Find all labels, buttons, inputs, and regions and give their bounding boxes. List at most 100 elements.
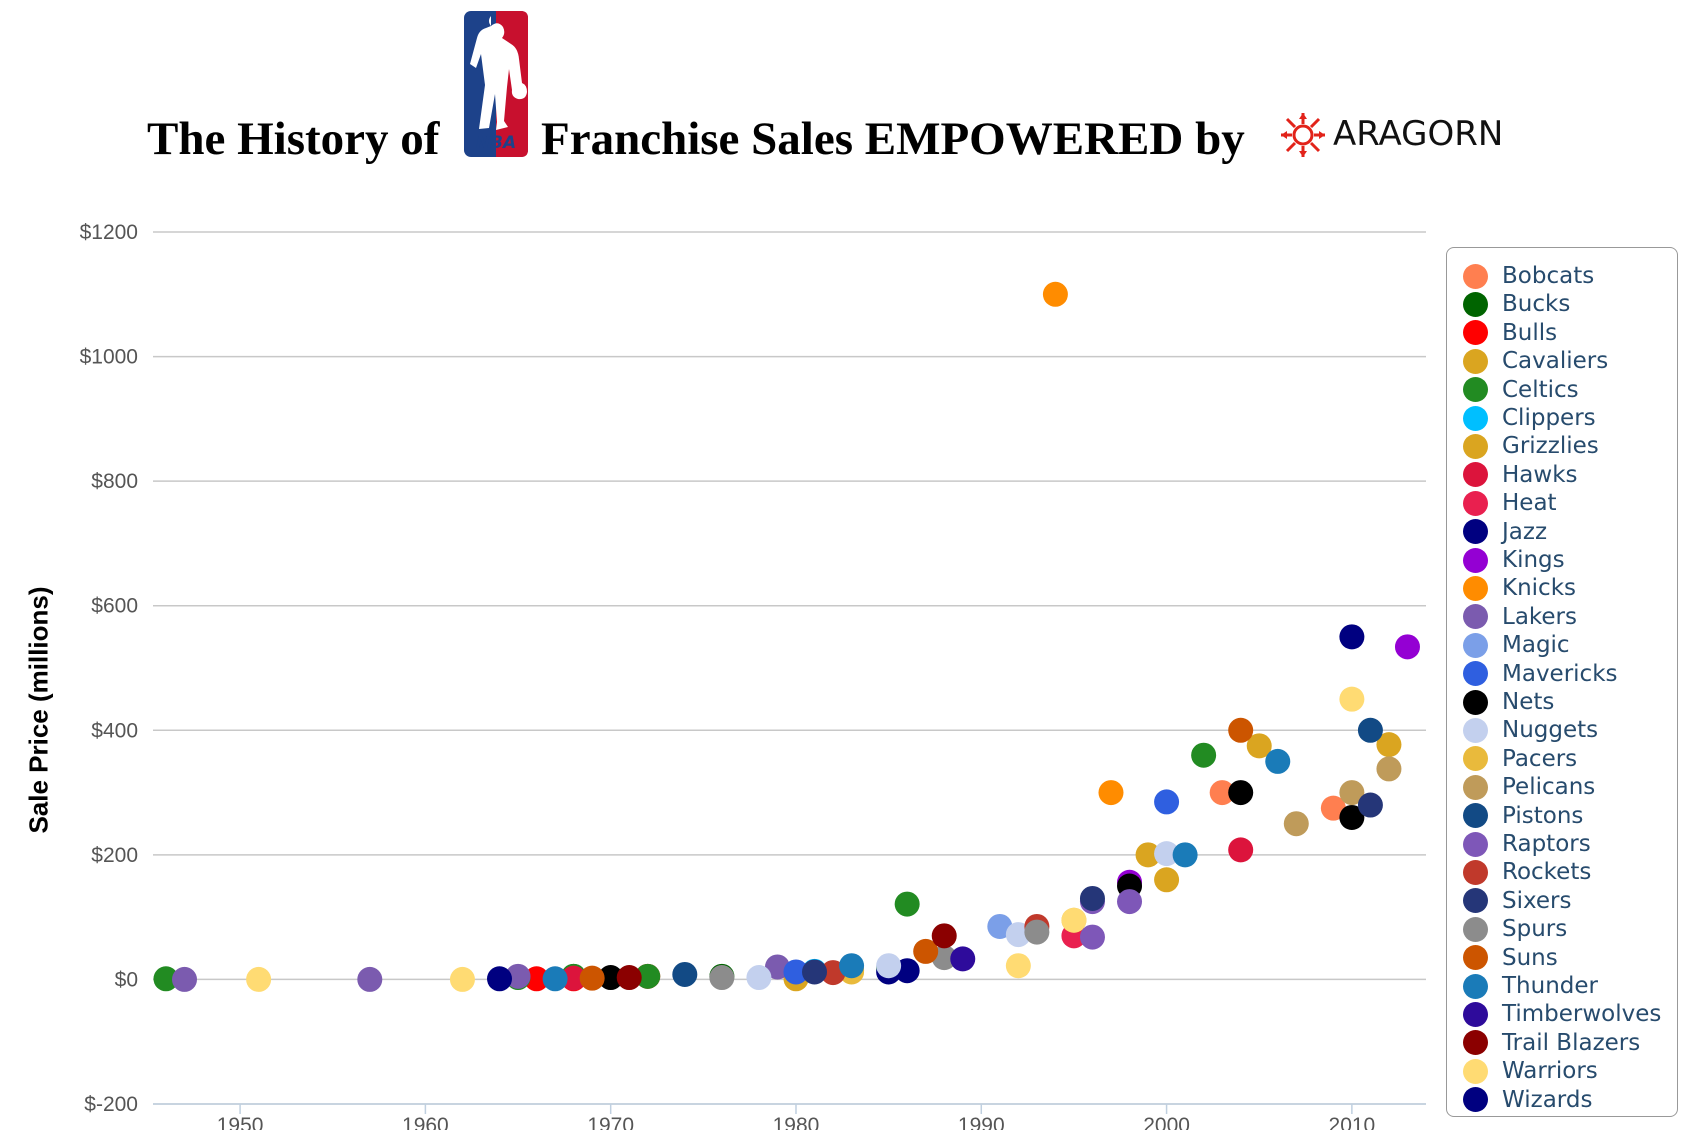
legend-swatch	[1463, 803, 1488, 829]
data-point-spurs[interactable]	[1024, 919, 1050, 945]
data-point-suns[interactable]	[1228, 717, 1254, 743]
data-point-mavericks[interactable]	[1154, 789, 1180, 815]
legend-item-jazz[interactable]: Jazz	[1463, 518, 1547, 546]
data-point-raptors[interactable]	[1079, 924, 1105, 950]
legend-item-rockets[interactable]: Rockets	[1463, 858, 1591, 886]
data-point-warriors[interactable]	[1005, 953, 1031, 979]
data-point-sixers[interactable]	[1357, 792, 1383, 818]
legend-item-suns[interactable]: Suns	[1463, 944, 1558, 972]
legend-item-trail-blazers[interactable]: Trail Blazers	[1463, 1029, 1640, 1057]
data-point-warriors[interactable]	[1339, 686, 1365, 712]
data-point-nuggets[interactable]	[1154, 841, 1180, 867]
data-point-grizzlies[interactable]	[1376, 732, 1402, 758]
legend-item-cavaliers[interactable]: Cavaliers	[1463, 347, 1608, 375]
data-point-wizards[interactable]	[487, 966, 513, 992]
legend-item-kings[interactable]: Kings	[1463, 546, 1565, 574]
data-point-raptors[interactable]	[1117, 889, 1143, 915]
legend-item-bulls[interactable]: Bulls	[1463, 319, 1557, 347]
legend-label: Lakers	[1502, 603, 1577, 630]
legend-item-thunder[interactable]: Thunder	[1463, 972, 1598, 1000]
data-point-knicks[interactable]	[1098, 780, 1124, 806]
data-point-nets[interactable]	[1228, 780, 1254, 806]
data-point-cavaliers[interactable]	[1246, 733, 1272, 759]
data-point-thunder[interactable]	[542, 966, 568, 992]
data-point-thunder[interactable]	[839, 953, 865, 979]
data-point-pelicans[interactable]	[1339, 780, 1365, 806]
data-point-wizards[interactable]	[1339, 624, 1365, 650]
legend-item-bobcats[interactable]: Bobcats	[1463, 262, 1594, 290]
data-point-spurs[interactable]	[709, 965, 735, 991]
legend-item-pistons[interactable]: Pistons	[1463, 802, 1583, 830]
data-point-lakers[interactable]	[172, 966, 198, 992]
data-point-bobcats[interactable]	[1209, 780, 1235, 806]
data-point-celtics[interactable]	[153, 966, 179, 992]
legend-label: Spurs	[1502, 916, 1568, 943]
data-point-suns[interactable]	[913, 938, 939, 964]
data-point-pistons[interactable]	[1357, 717, 1383, 743]
legend-item-knicks[interactable]: Knicks	[1463, 574, 1576, 602]
legend-item-timberwolves[interactable]: Timberwolves	[1463, 1000, 1661, 1028]
y-tick-label: $400	[91, 719, 138, 742]
data-point-warriors[interactable]	[246, 966, 272, 992]
data-point-mavericks[interactable]	[783, 959, 809, 985]
data-point-kings[interactable]	[1394, 634, 1420, 660]
legend-swatch	[1463, 405, 1488, 431]
legend-label: Raptors	[1502, 831, 1591, 857]
data-point-celtics[interactable]	[894, 891, 920, 917]
legend-item-magic[interactable]: Magic	[1463, 631, 1570, 659]
legend-label: Knicks	[1502, 575, 1576, 602]
legend-item-clippers[interactable]: Clippers	[1463, 404, 1596, 432]
data-point-thunder[interactable]	[1172, 842, 1198, 868]
legend-item-warriors[interactable]: Warriors	[1463, 1057, 1598, 1085]
legend-item-spurs[interactable]: Spurs	[1463, 915, 1567, 943]
data-point-grizzlies[interactable]	[1135, 842, 1161, 868]
data-point-nuggets[interactable]	[876, 953, 902, 979]
legend-item-heat[interactable]: Heat	[1463, 489, 1557, 517]
legend-item-pelicans[interactable]: Pelicans	[1463, 773, 1595, 801]
data-point-pelicans[interactable]	[1376, 756, 1402, 782]
data-point-timberwolves[interactable]	[950, 946, 976, 972]
legend-label: Bucks	[1502, 291, 1571, 318]
data-point-nets[interactable]	[598, 965, 624, 991]
legend-item-wizards[interactable]: Wizards	[1463, 1086, 1592, 1114]
data-point-trail-blazers[interactable]	[616, 965, 642, 991]
data-point-knicks[interactable]	[1042, 281, 1068, 307]
data-point-warriors[interactable]	[449, 966, 475, 992]
data-point-hawks[interactable]	[561, 965, 587, 991]
legend-item-nets[interactable]: Nets	[1463, 688, 1554, 716]
x-tick-label: 2000	[1143, 1114, 1190, 1130]
data-point-bulls[interactable]	[524, 966, 550, 992]
data-point-trail-blazers[interactable]	[931, 923, 957, 949]
data-point-celtics[interactable]	[1191, 742, 1217, 768]
data-point-warriors[interactable]	[1061, 907, 1087, 933]
data-point-hawks[interactable]	[1228, 837, 1254, 863]
legend-label: Mavericks	[1502, 660, 1618, 687]
legend-item-sixers[interactable]: Sixers	[1463, 887, 1571, 915]
legend-label: Pelicans	[1502, 774, 1596, 801]
data-point-lakers[interactable]	[505, 963, 531, 989]
data-point-thunder[interactable]	[1265, 748, 1291, 774]
data-point-sixers[interactable]	[802, 959, 828, 985]
legend-item-grizzlies[interactable]: Grizzlies	[1463, 432, 1599, 460]
legend-item-nuggets[interactable]: Nuggets	[1463, 716, 1598, 744]
data-point-nuggets[interactable]	[746, 965, 772, 991]
data-point-celtics[interactable]	[635, 963, 661, 989]
data-point-lakers[interactable]	[357, 966, 383, 992]
legend-item-raptors[interactable]: Raptors	[1463, 830, 1591, 858]
legend-item-mavericks[interactable]: Mavericks	[1463, 660, 1618, 688]
data-point-grizzlies[interactable]	[1154, 867, 1180, 893]
legend-item-bucks[interactable]: Bucks	[1463, 290, 1570, 318]
aragorn-logo-text: ARAGORN	[1333, 114, 1503, 154]
legend-item-pacers[interactable]: Pacers	[1463, 745, 1577, 773]
data-point-bobcats[interactable]	[1320, 795, 1346, 821]
data-point-pistons[interactable]	[672, 961, 698, 987]
legend-item-lakers[interactable]: Lakers	[1463, 603, 1577, 631]
data-point-sixers[interactable]	[1079, 885, 1105, 911]
x-tick-label: 1950	[217, 1114, 264, 1130]
data-point-nets[interactable]	[1339, 804, 1365, 830]
data-point-pelicans[interactable]	[1283, 811, 1309, 837]
data-point-suns[interactable]	[579, 965, 605, 991]
legend-item-celtics[interactable]: Celtics	[1463, 376, 1579, 404]
chart-title: The History of NBA Franchise Sales EMPOW…	[0, 0, 1690, 190]
legend-item-hawks[interactable]: Hawks	[1463, 461, 1578, 489]
